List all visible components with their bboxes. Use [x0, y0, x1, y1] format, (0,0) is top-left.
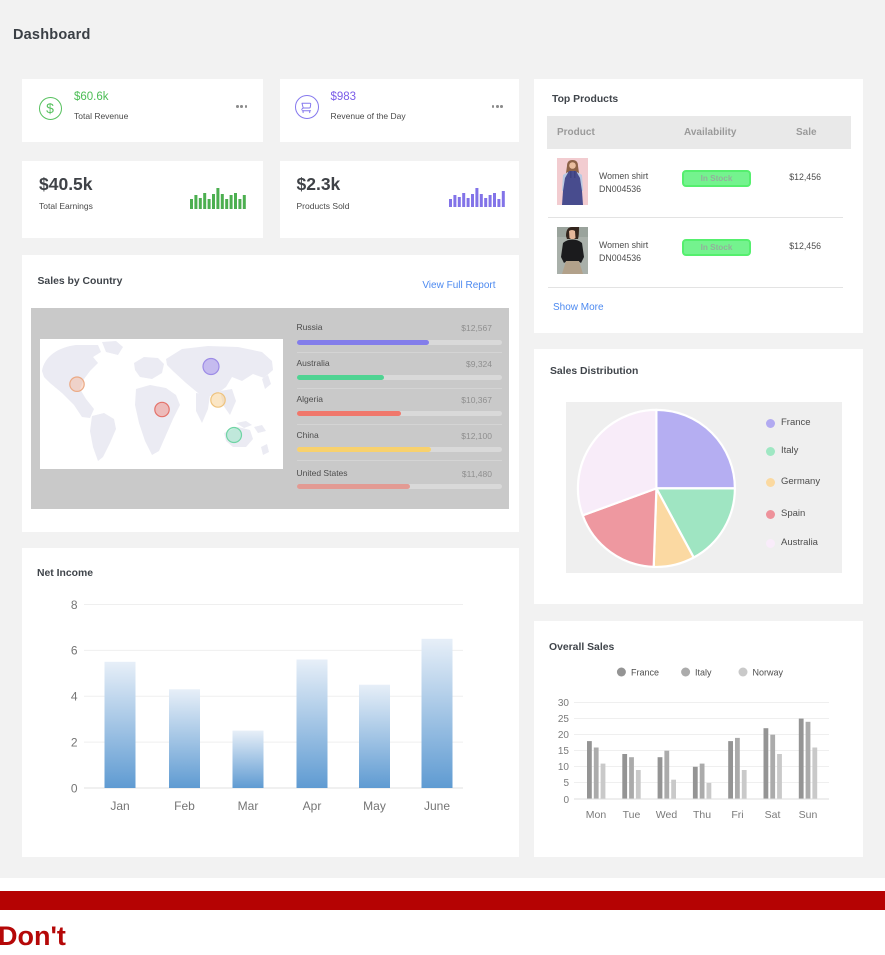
svg-text:Mar: Mar	[238, 799, 259, 813]
svg-text:Jan: Jan	[110, 799, 129, 813]
svg-text:Sun: Sun	[799, 809, 818, 821]
svg-text:5: 5	[563, 778, 569, 789]
svg-text:Fri: Fri	[731, 809, 743, 821]
svg-text:25: 25	[558, 714, 570, 725]
svg-text:Tue: Tue	[623, 809, 641, 821]
svg-text:Wed: Wed	[656, 809, 678, 821]
svg-text:20: 20	[558, 730, 570, 741]
svg-text:Norway: Norway	[753, 667, 784, 677]
svg-text:0: 0	[71, 781, 78, 795]
svg-text:Italy: Italy	[695, 667, 712, 677]
svg-text:June: June	[424, 799, 450, 813]
svg-text:Mon: Mon	[586, 809, 607, 821]
svg-text:8: 8	[71, 597, 78, 611]
svg-text:4: 4	[71, 689, 78, 703]
svg-text:6: 6	[71, 643, 78, 657]
svg-text:0: 0	[563, 795, 569, 806]
svg-text:2: 2	[71, 735, 78, 749]
svg-text:Apr: Apr	[303, 799, 322, 813]
svg-text:Sat: Sat	[765, 809, 781, 821]
svg-text:Thu: Thu	[693, 809, 711, 821]
svg-text:May: May	[363, 799, 386, 813]
svg-text:30: 30	[558, 698, 570, 709]
svg-text:France: France	[631, 667, 659, 677]
svg-text:Feb: Feb	[174, 799, 195, 813]
svg-text:10: 10	[558, 762, 570, 773]
svg-text:15: 15	[558, 746, 570, 757]
